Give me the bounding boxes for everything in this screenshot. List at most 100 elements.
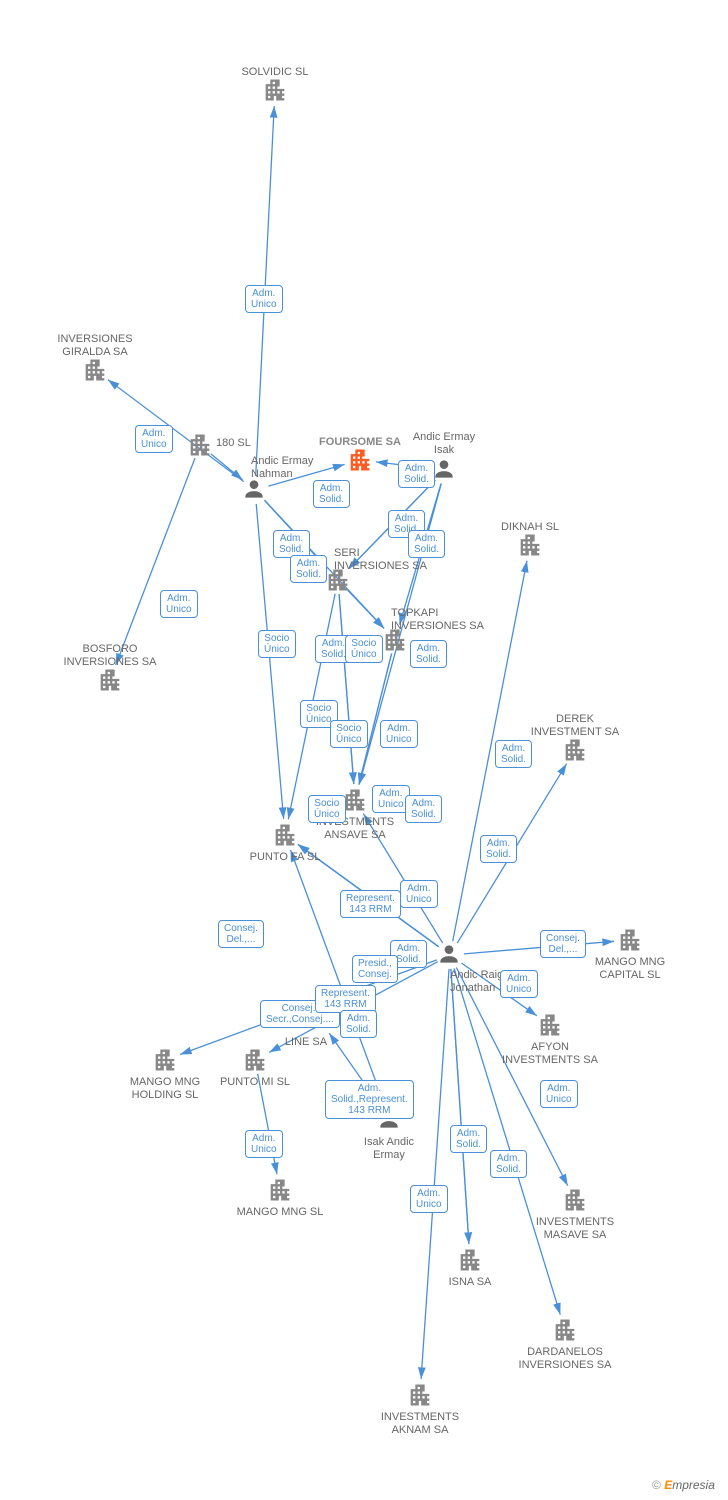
- building-icon: [561, 736, 589, 769]
- building-icon: [406, 1381, 434, 1414]
- edge-label: Adm. Solid.: [290, 555, 327, 583]
- edge-label: Consej. Del.,...: [540, 930, 586, 958]
- node-topkapi[interactable]: TOPKAPI INVERSIONES SA: [381, 626, 409, 659]
- node-label: AFYON INVESTMENTS SA: [490, 1041, 610, 1067]
- node-label: INVESTMENTS MASAVE SA: [515, 1216, 635, 1242]
- node-andic_jonathan[interactable]: Andic Raig Jonathan: [436, 941, 462, 972]
- edge-label: Socio Único: [308, 795, 346, 823]
- edge-label: Consej. Del.,...: [218, 920, 264, 948]
- copyright-brand-first: E: [664, 1478, 672, 1492]
- edge-label: Adm. Solid.: [450, 1125, 487, 1153]
- edge-label: Socio Único: [330, 720, 368, 748]
- edges-layer: [0, 0, 728, 1500]
- building-icon: [241, 1046, 269, 1079]
- building-icon: [266, 1176, 294, 1209]
- node-label: MANGO MNG SL: [220, 1206, 340, 1219]
- building-icon: [456, 1246, 484, 1279]
- node-afyon[interactable]: AFYON INVESTMENTS SA: [536, 1011, 564, 1044]
- node-andic_nahman[interactable]: Andic Ermay Nahman: [241, 476, 267, 507]
- node-label: BOSFORO INVERSIONES SA: [50, 643, 170, 669]
- node-label: ISNA SA: [410, 1276, 530, 1289]
- node-inv_aknam[interactable]: INVESTMENTS AKNAM SA: [406, 1381, 434, 1414]
- edge-label: Adm. Unico: [372, 785, 410, 813]
- edge-label: Adm. Solid.: [480, 835, 517, 863]
- edge: [116, 458, 195, 665]
- node-label: SOLVIDIC SL: [215, 66, 335, 79]
- building-icon: [616, 926, 644, 959]
- edge: [339, 594, 354, 784]
- node-label: Isak Andic Ermay: [329, 1136, 449, 1162]
- building-icon: [536, 1011, 564, 1044]
- copyright-brand-rest: mpresia: [672, 1478, 715, 1492]
- node-label: 180 SL: [216, 437, 296, 450]
- edge-label: Adm. Solid.: [273, 530, 310, 558]
- edge-label: Adm. Unico: [400, 880, 438, 908]
- node-bosforo[interactable]: BOSFORO INVERSIONES SA: [96, 666, 124, 699]
- edge-label: Adm. Unico: [245, 285, 283, 313]
- node-solvidic[interactable]: SOLVIDIC SL: [261, 76, 289, 109]
- node-label: MANGO MNG CAPITAL SL: [570, 956, 690, 982]
- building-icon: [81, 356, 109, 389]
- node-punto_mi[interactable]: PUNTO MI SL: [241, 1046, 269, 1079]
- edge-label: Adm. Solid.,Represent. 143 RRM: [325, 1080, 414, 1119]
- node-inv_masave[interactable]: INVESTMENTS MASAVE SA: [561, 1186, 589, 1219]
- edge-label: Represent. 143 RRM: [340, 890, 401, 918]
- node-mango_sl[interactable]: MANGO MNG SL: [266, 1176, 294, 1209]
- building-icon: [186, 431, 214, 464]
- node-label: PUNTO MI SL: [195, 1076, 315, 1089]
- network-diagram: SOLVIDIC SLINVERSIONES GIRALDA SA180 SLF…: [0, 0, 728, 1500]
- edge-label: Adm. Solid.: [398, 460, 435, 488]
- building-icon: [561, 1186, 589, 1219]
- building-icon: [551, 1316, 579, 1349]
- node-label: DEREK INVESTMENT SA: [515, 713, 635, 739]
- node-label: INVESTMENTS AKNAM SA: [360, 1411, 480, 1437]
- node-punto_fa[interactable]: PUNTO FA SL: [271, 821, 299, 854]
- edge-label: Socio Único: [258, 630, 296, 658]
- edge: [421, 969, 449, 1379]
- node-label: INVERSIONES GIRALDA SA: [35, 333, 155, 359]
- edge-label: Adm. Solid.: [408, 530, 445, 558]
- edge: [211, 454, 243, 480]
- building-icon: [271, 821, 299, 854]
- building-icon: [261, 76, 289, 109]
- edge: [339, 594, 354, 784]
- node-inv_giralda[interactable]: INVERSIONES GIRALDA SA: [81, 356, 109, 389]
- node-mango_holding[interactable]: MANGO MNG HOLDING SL: [151, 1046, 179, 1079]
- edge-label: Adm. Unico: [500, 970, 538, 998]
- copyright: © Empresia: [652, 1478, 715, 1492]
- edge-label: Adm. Unico: [160, 590, 198, 618]
- edge: [108, 380, 244, 482]
- edge-label: Represent. 143 RRM: [315, 985, 376, 1013]
- person-icon: [436, 941, 462, 972]
- node-180sl[interactable]: 180 SL: [186, 431, 214, 464]
- node-label: Andic Ermay Isak: [384, 431, 504, 457]
- node-mango_capital[interactable]: MANGO MNG CAPITAL SL: [616, 926, 644, 959]
- building-icon: [151, 1046, 179, 1079]
- node-diknah[interactable]: DIKNAH SL: [516, 531, 544, 564]
- edge-label: Adm. Solid.: [410, 640, 447, 668]
- edge-label: Socio Único: [345, 635, 383, 663]
- building-icon: [516, 531, 544, 564]
- edge-label: Adm. Solid.: [313, 480, 350, 508]
- edge-label: Adm. Unico: [540, 1080, 578, 1108]
- edge-label: Presid., Consej.: [352, 955, 398, 983]
- edge-label: Adm. Solid.: [490, 1150, 527, 1178]
- node-label: Andic Ermay Nahman: [251, 455, 351, 481]
- edge-label: Adm. Solid.: [495, 740, 532, 768]
- edge-label: Adm. Solid.: [340, 1010, 377, 1038]
- node-label: DIKNAH SL: [470, 521, 590, 534]
- edge-label: Adm. Unico: [135, 425, 173, 453]
- node-label: PUNTO FA SL: [225, 851, 345, 864]
- edge-label: Adm. Unico: [380, 720, 418, 748]
- edge: [451, 969, 469, 1244]
- edge-label: Adm. Solid.: [405, 795, 442, 823]
- node-derek[interactable]: DEREK INVESTMENT SA: [561, 736, 589, 769]
- edge-label: Adm. Unico: [245, 1130, 283, 1158]
- node-label: TOPKAPI INVERSIONES SA: [391, 607, 491, 633]
- node-seri[interactable]: SERI INVERSIONES SA: [324, 566, 352, 599]
- node-isna[interactable]: ISNA SA: [456, 1246, 484, 1279]
- copyright-symbol: ©: [652, 1478, 661, 1492]
- building-icon: [96, 666, 124, 699]
- node-dardanelos[interactable]: DARDANELOS INVERSIONES SA: [551, 1316, 579, 1349]
- edge-label: Adm. Unico: [410, 1185, 448, 1213]
